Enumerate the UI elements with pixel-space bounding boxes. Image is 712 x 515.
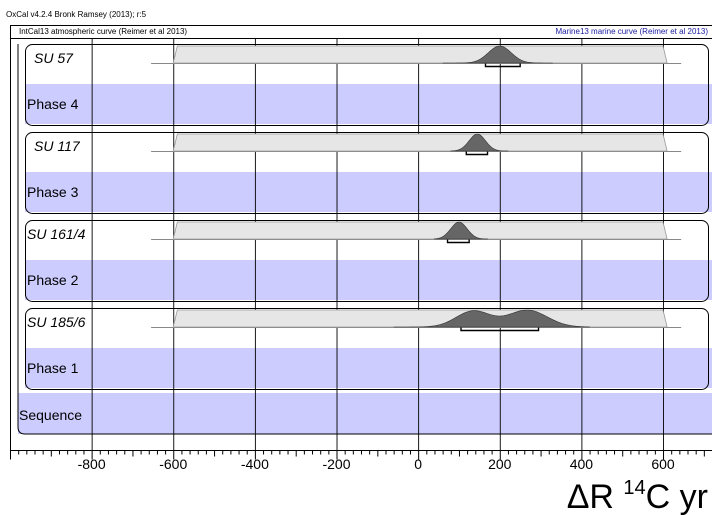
phase-label: Phase 4 [27,96,79,112]
phase-band [25,84,712,124]
sample-label: SU 185/6 [27,314,86,330]
posterior-distribution [442,45,553,64]
x-tick-label: 400 [570,456,594,472]
phase-label: Phase 3 [27,184,79,200]
x-tick-label: -800 [78,456,106,472]
x-tick-label: -400 [241,456,269,472]
x-tick-label: 600 [651,456,675,472]
x-axis-title: ΔR 14C yr [567,477,708,515]
phase-band [25,348,712,388]
header-marine-curve: Marine13 marine curve (Reimer et al 2013… [555,27,708,36]
posterior-distribution [393,309,590,328]
x-tick-label: 0 [414,456,422,472]
grid-lines [91,38,664,450]
group-frames [10,25,712,451]
row-labels: SU 57 Phase 4 SU 117 Phase 3 SU 161/4 Phase 2… [19,50,86,423]
sample-label: SU 117 [34,138,81,154]
sequence-band [18,393,712,434]
phase-group-frame [25,308,709,390]
x-tick-label: -600 [159,456,187,472]
prior-distribution [172,309,668,328]
x-axis: -800 -600 -400 -200 0 200 400 600 [10,450,705,472]
phase-band [25,260,712,300]
sequence-frame [17,44,712,435]
x-axis-title-sup: 14 [623,477,645,499]
header-atmospheric-curve: IntCal13 atmospheric curve (Reimer et al… [19,27,187,36]
hpd-range-bracket [484,63,521,68]
phase-label: Phase 2 [27,272,79,288]
phase-band [25,172,712,212]
phase-group-frame [25,220,709,302]
distributions [151,45,682,332]
posterior-distribution [450,133,509,152]
phase-bands [18,84,712,434]
x-tick-label: 200 [488,456,512,472]
sample-label: SU 161/4 [27,226,86,242]
phase-label: Phase 1 [27,360,79,376]
prior-distribution [172,133,668,152]
phase-group-frame [25,132,709,214]
sample-label: SU 57 [34,50,74,66]
hpd-range-bracket [465,151,489,156]
phase-group-frame [25,44,709,126]
header-software: OxCal v4.2.4 Bronk Ramsey (2013); r:5 [6,10,147,19]
hpd-range-bracket [446,239,470,244]
sequence-label: Sequence [19,407,82,423]
hpd-range-bracket [460,327,540,332]
x-tick-label: -200 [322,456,350,472]
posterior-distribution [434,221,488,240]
x-axis-title-main: ΔR [567,478,624,515]
x-axis-title-tail: C yr [646,478,708,515]
prior-distribution [172,221,668,240]
prior-distribution [172,45,668,64]
plot-frame [10,25,712,451]
